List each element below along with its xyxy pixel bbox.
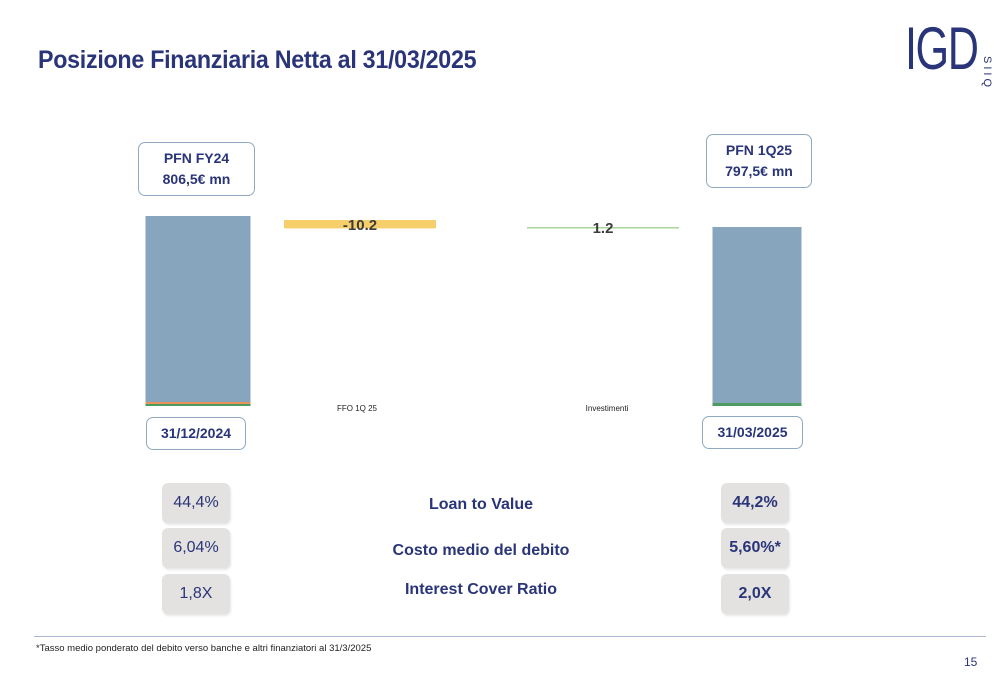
data-label-investimenti: 1.2 (593, 220, 614, 237)
date-label-start: 31/12/2024 (146, 417, 246, 450)
igd-logo: IGD SIIQ (905, 15, 993, 91)
kpi-fy24-cost-of-debt: 6,04% (162, 528, 230, 568)
logo-main-text: IGD (905, 15, 979, 82)
callout-pfn-1q25: PFN 1Q25 797,5€ mn (706, 134, 812, 188)
callout-pfn-fy24-title: PFN FY24 (163, 150, 230, 166)
bar-end-base-green (712, 403, 802, 406)
category-label-ffo: FFO 1Q 25 (337, 404, 378, 413)
page-title: Posizione Finanziaria Netta al 31/03/202… (38, 46, 477, 74)
kpi-1q25-ltv: 44,2% (721, 483, 789, 523)
callout-pfn-1q25-value: 797,5€ mn (725, 163, 793, 179)
kpi-fy24-icr: 1,8X (162, 574, 230, 614)
bar-end-total (712, 227, 802, 406)
callout-pfn-fy24-value: 806,5€ mn (162, 171, 231, 187)
kpi-1q25-cost-of-debt: 5,60%* (721, 528, 789, 568)
kpi-1q25-icr: 2,0X (721, 574, 789, 614)
kpi-label-icr: Interest Cover Ratio (404, 581, 558, 598)
bar-ffo (284, 220, 436, 229)
category-label-investimenti: Investimenti (586, 404, 629, 413)
kpi-label-ltv: Loan to Value (428, 496, 533, 513)
page-number: 15 (964, 655, 978, 669)
bar-start-base-green (145, 404, 251, 406)
callout-pfn-1q25-title: PFN 1Q25 (725, 142, 793, 158)
date-label-end: 31/03/2025 (702, 416, 803, 449)
bar-start-base-orange (145, 402, 251, 404)
bar-start-total (145, 216, 251, 406)
footnote: *Tasso medio ponderato del debito verso … (36, 643, 372, 654)
callout-pfn-fy24: PFN FY24 806,5€ mn (138, 142, 255, 196)
logo-sub-text: SIIQ (981, 56, 993, 91)
data-label-ffo: -10.2 (343, 217, 377, 234)
kpi-label-cost-of-debt: Costo medio del debito (392, 542, 570, 559)
footer-divider (34, 636, 986, 637)
bar-investimenti (527, 227, 679, 229)
kpi-fy24-ltv: 44,4% (162, 483, 230, 523)
